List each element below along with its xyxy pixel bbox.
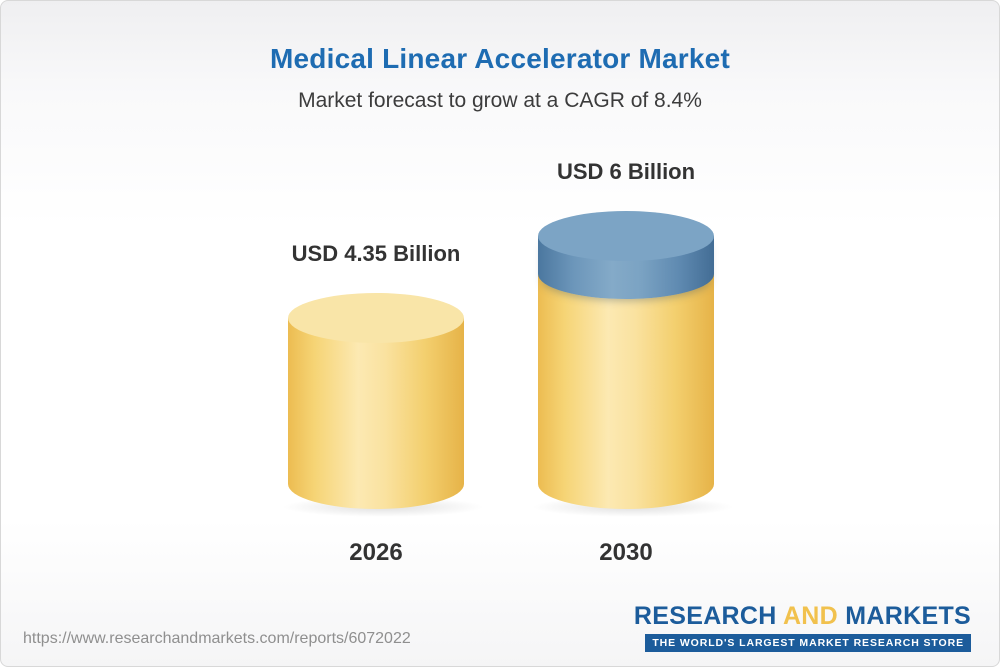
bar-2030-value-label: USD 6 Billion bbox=[556, 159, 696, 184]
bar-2026-cap bbox=[288, 293, 464, 343]
page-subtitle: Market forecast to grow at a CAGR of 8.4… bbox=[298, 89, 702, 112]
bar-2026: USD 4.35 Billion 2026 bbox=[282, 241, 484, 566]
research-and-markets-logo: RESEARCH AND MARKETS THE WORLD'S LARGEST… bbox=[634, 602, 971, 652]
bar-2030: USD 6 Billion 2030 bbox=[532, 159, 734, 566]
bar-2026-cylinder bbox=[288, 293, 464, 509]
logo-word-research: RESEARCH bbox=[633, 602, 777, 630]
logo-tagline: THE WORLD'S LARGEST MARKET RESEARCH STOR… bbox=[645, 634, 971, 652]
logo-word-and: AND bbox=[782, 602, 839, 630]
bar-2030-cylinder bbox=[538, 211, 714, 509]
bar-2030-year-label: 2030 bbox=[599, 539, 653, 566]
logo-word-markets: MARKETS bbox=[845, 602, 971, 630]
logo-wordmark: RESEARCH AND MARKETS bbox=[634, 602, 971, 631]
report-url: https://www.researchandmarkets.com/repor… bbox=[23, 630, 411, 647]
page-title: Medical Linear Accelerator Market bbox=[270, 43, 730, 74]
bar-2030-growth-segment bbox=[538, 211, 714, 299]
bar-2026-body bbox=[288, 318, 464, 509]
bar-2030-growth-cap bbox=[538, 211, 714, 261]
bar-2026-value-label: USD 4.35 Billion bbox=[291, 241, 461, 266]
bar-2026-year-label: 2026 bbox=[349, 539, 403, 566]
